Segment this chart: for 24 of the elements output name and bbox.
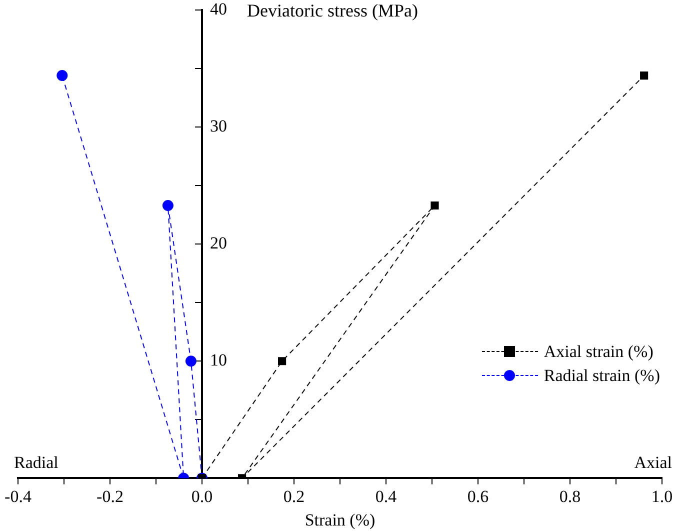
legend-label: Radial strain (%) bbox=[544, 366, 660, 386]
point bbox=[162, 200, 174, 211]
y-tick-label: 40 bbox=[210, 0, 227, 18]
x-tick-label: 0.0 bbox=[191, 486, 213, 506]
x-tick-label: 1.0 bbox=[651, 486, 673, 506]
y-tick-label: 10 bbox=[210, 350, 227, 370]
x-tick-label: 0.2 bbox=[283, 486, 305, 506]
annotation: Axial bbox=[634, 453, 672, 472]
point bbox=[56, 70, 68, 82]
x-tick-label: -0.2 bbox=[96, 486, 124, 506]
x-tick-label: 0.8 bbox=[559, 486, 581, 506]
point bbox=[278, 357, 286, 366]
y-tick-label: 20 bbox=[210, 234, 227, 253]
x-axis-title: Strain (%) bbox=[304, 510, 376, 530]
point bbox=[430, 201, 439, 210]
annotation: Radial bbox=[14, 453, 59, 472]
x-tick-label: 0.4 bbox=[375, 486, 398, 506]
x-tick-label: 0.6 bbox=[467, 486, 489, 506]
point bbox=[185, 356, 196, 367]
point bbox=[640, 72, 648, 80]
x-tick-label: -0.4 bbox=[4, 486, 32, 506]
legend-label: Axial strain (%) bbox=[544, 342, 654, 362]
y-tick-label: 30 bbox=[210, 116, 227, 136]
y-axis-title: Deviatoric stress (MPa) bbox=[247, 0, 418, 21]
